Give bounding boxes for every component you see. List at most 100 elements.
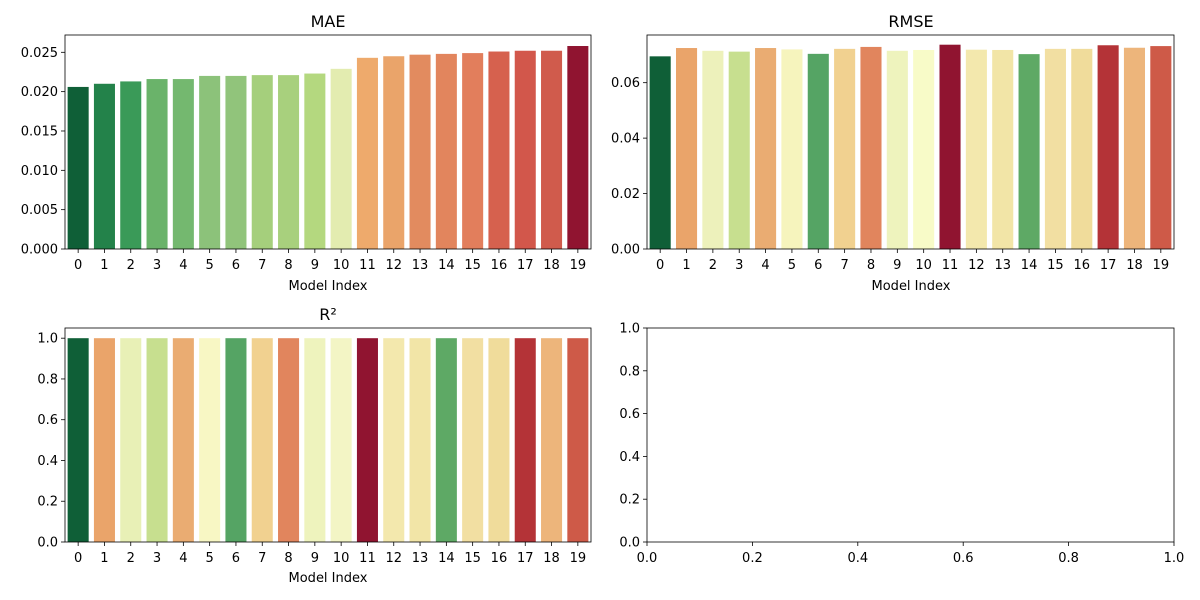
- empty-y-tick-label: 0.2: [619, 493, 640, 508]
- r2-subplot: R² Model Index 0 1 2 3 4 5 6 7 8 9 10 11 12 13 14 15 16 1…: [37, 305, 592, 586]
- mae-x-tick-label: 16: [491, 258, 508, 273]
- r2-x-tick-label: 13: [412, 551, 429, 566]
- mae-x-tick-label: 0: [74, 258, 82, 273]
- r2-y-tick-label: 0.4: [37, 454, 58, 469]
- rmse-bar-9: [886, 50, 908, 249]
- mae-bar-15: [462, 53, 484, 249]
- rmse-x-tick-label: 4: [761, 258, 769, 273]
- r2-x-tick-label: 17: [517, 551, 534, 566]
- empty-x-tick-label: 0.4: [847, 551, 868, 566]
- r2-x-tick-label: 16: [491, 551, 508, 566]
- mae-x-tick-label: 5: [206, 258, 214, 273]
- mae-y-tick-label: 0.015: [21, 124, 58, 139]
- mae-y-tick-label: 0.020: [21, 85, 58, 100]
- r2-bar-9: [304, 338, 326, 542]
- r2-axes-frame: [64, 327, 592, 543]
- mae-bar-11: [356, 57, 378, 249]
- mae-y-tick-label: 0.025: [21, 46, 58, 61]
- empty-y-tick-label: 1.0: [619, 322, 640, 337]
- mae-bar-2: [120, 81, 142, 249]
- rmse-bar-18: [1123, 47, 1146, 249]
- rmse-bar-16: [1071, 48, 1093, 249]
- mae-x-tick-label: 1: [100, 258, 108, 273]
- r2-x-tick-label: 6: [232, 551, 240, 566]
- r2-x-tick-label: 8: [284, 551, 292, 566]
- r2-bar-19: [567, 338, 589, 542]
- r2-x-tick-label: 11: [359, 551, 376, 566]
- rmse-bar-11: [939, 44, 961, 250]
- rmse-y-tick-label: 0.06: [611, 76, 640, 91]
- mae-bar-9: [304, 73, 326, 249]
- empty-subplot: 0.0 0.2 0.4 0.6 0.8 1.0 0.0 0.2 0.4 0.6 0.8 1.0: [619, 322, 1184, 567]
- mae-bar-16: [488, 51, 510, 249]
- mae-bar-6: [225, 75, 247, 249]
- rmse-axes-frame: [646, 34, 1175, 250]
- rmse-x-tick-label: 6: [814, 258, 822, 273]
- empty-axes-frame: [646, 327, 1175, 543]
- rmse-bar-1: [675, 48, 698, 249]
- rmse-bar-6: [807, 53, 829, 249]
- mae-bar-13: [409, 54, 431, 249]
- r2-x-tick-label: 4: [179, 551, 187, 566]
- r2-bar-1: [93, 338, 115, 542]
- empty-x-tick-label: 0.2: [742, 551, 763, 566]
- r2-y-tick-label: 0.8: [37, 372, 58, 387]
- rmse-x-tick-label: 2: [709, 258, 717, 273]
- rmse-x-tick-label: 11: [942, 258, 959, 273]
- rmse-x-tick-label: 14: [1021, 258, 1038, 273]
- r2-y-tick-label: 0.6: [37, 413, 58, 428]
- r2-bar-4: [172, 338, 194, 542]
- mae-x-tick-label: 12: [385, 258, 402, 273]
- rmse-x-tick-label: 10: [915, 258, 932, 273]
- r2-x-tick-label: 9: [311, 551, 319, 566]
- r2-bar-11: [356, 338, 378, 542]
- rmse-x-axis-label: Model Index: [872, 279, 951, 294]
- mae-y-tick-label: 0.000: [21, 243, 58, 258]
- rmse-x-tick-label: 3: [735, 258, 743, 273]
- rmse-bar-4: [755, 48, 777, 249]
- r2-x-tick-label: 12: [385, 551, 402, 566]
- rmse-x-tick-label: 17: [1100, 258, 1117, 273]
- mae-bar-0: [67, 86, 89, 250]
- r2-y-tick-label: 0.2: [37, 495, 58, 510]
- mae-bar-4: [172, 79, 194, 249]
- rmse-subplot: RMSE Model Index 0 1 2 3 4 5 6 7 8 9 10 11 12 13 14 15 1…: [611, 12, 1175, 294]
- empty-y-tick-label: 0.8: [619, 364, 640, 379]
- rmse-x-tick-label: 7: [840, 258, 848, 273]
- mae-x-tick-label: 13: [412, 258, 429, 273]
- r2-title: R²: [319, 305, 337, 324]
- r2-bar-10: [330, 338, 352, 542]
- mae-x-tick-label: 10: [333, 258, 350, 273]
- mae-x-tick-label: 4: [179, 258, 187, 273]
- rmse-x-tick-label: 18: [1126, 258, 1143, 273]
- mae-bar-18: [541, 50, 563, 249]
- r2-x-tick-label: 14: [438, 551, 455, 566]
- rmse-bar-0: [649, 56, 671, 250]
- rmse-bar-3: [728, 51, 750, 249]
- mae-bar-1: [93, 83, 115, 249]
- mae-bar-17: [514, 50, 536, 249]
- empty-x-tick-label: 0.0: [637, 551, 658, 566]
- r2-bar-5: [199, 338, 221, 542]
- rmse-bar-15: [1044, 48, 1066, 249]
- rmse-bar-17: [1097, 45, 1119, 250]
- rmse-bar-5: [781, 49, 803, 249]
- mae-x-tick-label: 2: [127, 258, 135, 273]
- mae-subplot: MAE Model Index 0 1 2 3 4 5 6 7 8 9 10 11 12 13 14 15 16…: [21, 12, 592, 294]
- rmse-bar-10: [913, 49, 935, 249]
- rmse-x-tick-label: 5: [788, 258, 796, 273]
- mae-bar-19: [567, 46, 589, 250]
- rmse-y-tick-label: 0.04: [611, 132, 640, 147]
- mae-x-axis-label: Model Index: [289, 279, 368, 294]
- empty-y-tick-label: 0.4: [619, 450, 640, 465]
- rmse-bar-19: [1150, 46, 1172, 250]
- mae-x-tick-label: 15: [464, 258, 481, 273]
- r2-x-tick-label: 2: [127, 551, 135, 566]
- r2-y-tick-label: 1.0: [37, 332, 58, 347]
- rmse-y-tick-label: 0.02: [611, 187, 640, 202]
- r2-x-tick-label: 7: [258, 551, 266, 566]
- r2-bar-18: [541, 338, 563, 542]
- empty-y-tick-label: 0.0: [619, 536, 640, 551]
- rmse-bar-8: [860, 46, 882, 249]
